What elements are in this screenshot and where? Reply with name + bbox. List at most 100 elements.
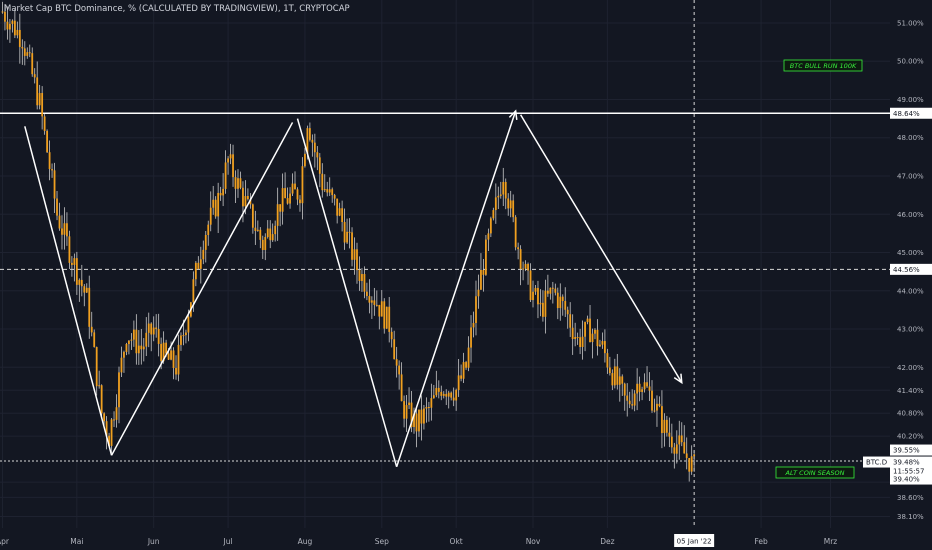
candle-body	[472, 322, 475, 328]
candle-body	[504, 181, 507, 199]
candle-body	[440, 391, 443, 396]
candle-body	[410, 402, 413, 428]
mid-line-tag-bg	[890, 263, 932, 275]
candle-body	[247, 195, 249, 200]
trend-line[interactable]	[296, 118, 398, 467]
candle-body	[209, 207, 212, 225]
candle-body	[534, 287, 537, 292]
candle-body	[318, 157, 321, 174]
partial-tag: 39.40%	[893, 476, 920, 484]
candle-body	[591, 333, 594, 343]
candle-body	[264, 236, 267, 250]
candle-body	[502, 181, 505, 195]
candle-body	[242, 187, 244, 207]
bull-run-box[interactable]	[783, 59, 863, 72]
candle-body	[661, 406, 663, 434]
candle-body	[237, 178, 239, 189]
y-tick-label: 38.10%	[897, 513, 924, 521]
candle-body	[532, 291, 534, 301]
candle-body	[46, 130, 49, 153]
candle-body	[415, 413, 418, 432]
candle-body	[56, 198, 58, 216]
candle-body	[284, 188, 286, 199]
horizontal-lines	[0, 0, 890, 528]
price-axis[interactable]: 51.00% 50.00% 49.00% 48.00% 47.00% 46.00% 45.0…	[897, 19, 924, 521]
candle-body	[631, 404, 634, 406]
candle-body	[641, 389, 643, 392]
candle-body	[313, 142, 316, 153]
candle-body	[606, 353, 609, 368]
cursor-date-label: 05 Jan '22	[677, 538, 712, 546]
candle-body	[118, 372, 120, 408]
candle-body	[353, 249, 356, 260]
x-tick-label: Okt	[450, 537, 463, 546]
candle-body	[296, 189, 299, 200]
candle-body	[234, 177, 237, 189]
candle-body	[58, 215, 61, 229]
candle-body	[61, 228, 63, 235]
candle-body	[375, 304, 378, 306]
x-tick-label: Nov	[526, 537, 541, 546]
candle-body	[145, 332, 148, 347]
candle-body	[108, 435, 110, 446]
candle-body	[437, 387, 440, 392]
candle-body	[100, 385, 103, 414]
candle-body	[192, 279, 195, 303]
candle-body	[85, 287, 88, 293]
candle-body	[343, 221, 346, 243]
y-tick-label: 50.00%	[897, 58, 924, 66]
candle-body	[465, 362, 467, 368]
candle-body	[571, 327, 574, 340]
candle-body	[249, 199, 252, 205]
candle-body	[646, 382, 648, 387]
trend-line[interactable]	[519, 114, 683, 383]
candle-body	[31, 53, 34, 75]
trend-line[interactable]	[110, 122, 294, 456]
candle-body	[261, 239, 264, 250]
candle-body	[197, 262, 200, 269]
candle-body	[492, 210, 495, 219]
candle-body	[509, 200, 512, 209]
candle-body	[584, 322, 586, 337]
candle-body	[574, 336, 577, 340]
current-level-tag-bg	[890, 444, 932, 456]
candle-body	[135, 329, 138, 354]
candle-body	[175, 367, 177, 375]
candle-body	[626, 395, 629, 401]
x-tick-label: Sep	[375, 537, 389, 546]
alt-season-box[interactable]	[775, 466, 855, 479]
candle-body	[569, 314, 572, 328]
candle-body	[311, 139, 314, 143]
x-tick-label: Mrz	[824, 537, 838, 546]
candle-body	[537, 287, 539, 305]
candle-body	[604, 341, 606, 354]
candle-body	[78, 279, 81, 285]
candle-body	[633, 393, 636, 406]
candle-body	[373, 300, 376, 305]
partial-tag-bg	[890, 473, 932, 485]
candle-body	[519, 249, 522, 269]
candle-body	[561, 296, 564, 301]
y-tick-label: 42.00%	[897, 364, 924, 372]
y-tick-label: 49.00%	[897, 96, 924, 104]
candle-body	[527, 263, 529, 271]
candle-body	[623, 383, 626, 396]
candle-body	[212, 199, 215, 208]
trend-line[interactable]	[395, 110, 517, 468]
candle-body	[254, 227, 257, 231]
candle-body	[460, 375, 463, 379]
candle-body	[222, 188, 225, 196]
candle-body	[182, 335, 185, 337]
candle-body	[132, 329, 135, 340]
time-axis[interactable]: Apr Mai Jun Jul Aug Sep Okt Nov Dez Feb Mrz	[0, 537, 837, 546]
symbol-tag-bg	[863, 456, 890, 468]
candle-body	[157, 329, 160, 344]
chart-title: Market Cap BTC Dominance, % (CALCULATED …	[4, 4, 350, 14]
trend-line[interactable]	[24, 126, 113, 456]
candle-body	[269, 228, 272, 241]
candle-body	[204, 234, 207, 250]
